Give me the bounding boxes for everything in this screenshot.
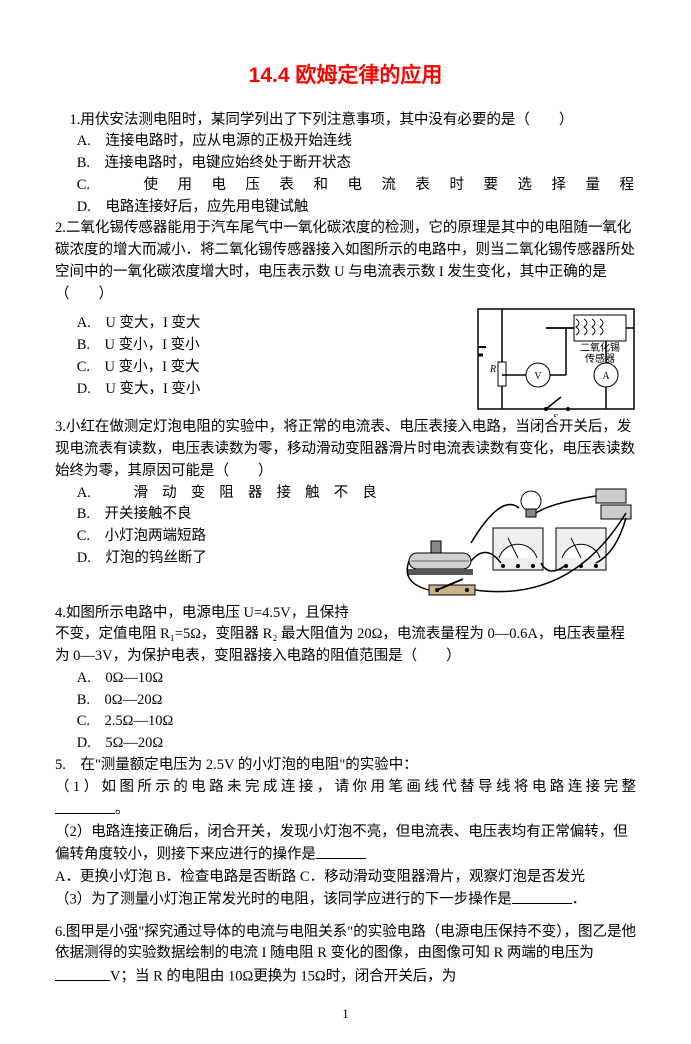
page-title: 14.4 欧姆定律的应用 — [55, 60, 636, 92]
q1: 1.用伏安法测电阻时，某同学列出了下列注意事项，其中没有必要的是（ ） A. 连… — [55, 110, 636, 219]
q5-p3-text: （3）为了测量小灯泡正常发光时的电阻，该同学应进行的下一步操作是 — [55, 892, 512, 908]
q5-p3: （3）为了测量小灯泡正常发光时的电阻，该同学应进行的下一步操作是 ． — [55, 888, 636, 911]
blank-q5-3 — [512, 888, 572, 904]
q5-p1-text: （1）如图所示的电路未完成连接，请你用笔画线代替导线将电路连接完整 — [55, 779, 636, 795]
q3-figure — [401, 483, 636, 603]
q2-figure: 二氧化锡 传感器 R V — [476, 307, 636, 417]
q3-opt-a: A. 滑动变阻器接触不良 — [55, 483, 379, 505]
blank-q5-2 — [316, 843, 366, 859]
q1-opt-c: C. 使用电压表和电流表时要选择量程 — [55, 175, 636, 197]
q1-opt-d: D. 电路连接好后，应先用电键试触 — [55, 197, 636, 219]
q4: 4.如图所示电路中，电源电压 U=4.5V，且保持 不变，定值电阻 R₁=5Ω，… — [55, 603, 636, 755]
q5-p2-opts: A．更换小灯泡 B．检查电路是否断路 C．移动滑动变阻器滑片，观察灯泡是否发光 — [55, 867, 636, 889]
svg-text:传感器: 传感器 — [585, 352, 615, 365]
q4-opt-b: B. 0Ω—20Ω — [55, 690, 636, 712]
q4-opt-d: D. 5Ω—20Ω — [55, 733, 636, 755]
q5-stem: 5. 在"测量额定电压为 2.5V 的小灯泡的电阻"的实验中： — [55, 755, 636, 777]
q5-p1: （1）如图所示的电路未完成连接，请你用笔画线代替导线将电路连接完整 — [55, 777, 636, 799]
blank-q5-1 — [55, 798, 115, 814]
q6-stem-b: V；当 R 的电阻由 10Ω更换为 15Ω时，闭合开关后，为 — [110, 969, 456, 985]
svg-text:A: A — [602, 371, 610, 382]
sensor-label: 二氧化锡 — [580, 341, 620, 354]
q5-p3b: ． — [572, 892, 587, 908]
q6-stem-a: 6.图甲是小强"探究通过导体的电流与电阻关系"的实验电路（电源电压保持不变），图… — [55, 924, 636, 962]
svg-text:R: R — [489, 364, 496, 375]
blank-q6-1 — [55, 965, 110, 981]
q3: 3.小红在做测定灯泡电阻的实验中，将正常的电流表、电压表接入电路，当闭合开关后，… — [55, 417, 636, 602]
q5: 5. 在"测量额定电压为 2.5V 的小灯泡的电阻"的实验中： （1）如图所示的… — [55, 755, 636, 912]
q3-stem: 3.小红在做测定灯泡电阻的实验中，将正常的电流表、电压表接入电路，当闭合开关后，… — [55, 417, 636, 482]
q4-opt-a: A. 0Ω—10Ω — [55, 668, 636, 690]
q1-stem: 1.用伏安法测电阻时，某同学列出了下列注意事项，其中没有必要的是（ ） — [55, 110, 636, 132]
svg-text:V: V — [534, 371, 542, 382]
q2: 2.二氧化锡传感器能用于汽车尾气中一氧化碳浓度的检测，它的原理是其中的电阻随一氧… — [55, 218, 636, 417]
q1-opt-b: B. 连接电路时，电键应始终处于断开状态 — [55, 153, 636, 175]
q5-p2: （2）电路连接正确后，闭合开关，发现小灯泡不亮，但电流表、电压表均有正常偏转，但… — [55, 822, 636, 867]
q2-stem: 2.二氧化锡传感器能用于汽车尾气中一氧化碳浓度的检测，它的原理是其中的电阻随一氧… — [55, 218, 636, 305]
q6: 6.图甲是小强"探究通过导体的电流与电阻关系"的实验电路（电源电压保持不变），图… — [55, 922, 636, 989]
q4-stem-line1: 4.如图所示电路中，电源电压 U=4.5V，且保持 — [55, 603, 636, 625]
page-number: 1 — [55, 1004, 636, 1024]
q5-p1b: 。 — [115, 802, 130, 818]
q4-stem-line2: 不变，定值电阻 R₁=5Ω，变阻器 R₂ 最大阻值为 20Ω，电流表量程为 0—… — [55, 624, 636, 668]
q4-opt-c: C. 2.5Ω—10Ω — [55, 711, 636, 733]
q1-opt-a: A. 连接电路时，应从电源的正极开始连线 — [55, 131, 636, 153]
